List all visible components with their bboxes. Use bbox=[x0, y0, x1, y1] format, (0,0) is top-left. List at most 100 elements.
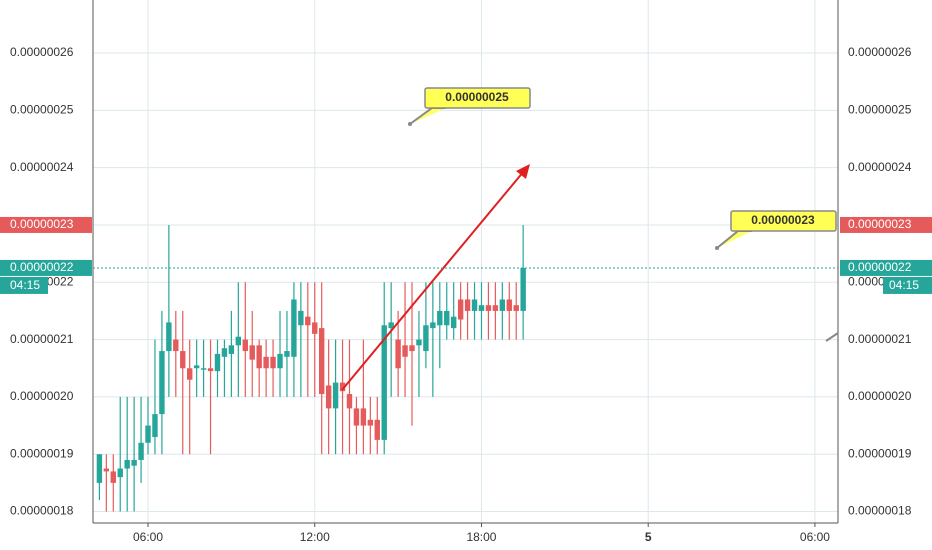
candle-body bbox=[360, 408, 367, 426]
candle-body bbox=[207, 368, 214, 372]
callout-anchor bbox=[408, 122, 412, 126]
y-tick-label: 0.00000026 bbox=[10, 45, 74, 59]
y2-tick-label: 0.00000021 bbox=[848, 332, 912, 346]
candle-body bbox=[437, 310, 443, 326]
candle-body bbox=[332, 382, 339, 409]
candle-body bbox=[124, 459, 130, 469]
candle-body bbox=[457, 299, 464, 320]
countdown-box bbox=[0, 276, 48, 294]
last-price-box bbox=[0, 259, 92, 276]
callout-anchor bbox=[715, 246, 719, 250]
candle-body bbox=[367, 419, 374, 426]
candle-body bbox=[464, 299, 471, 311]
candle-body bbox=[235, 336, 242, 346]
candle-body bbox=[200, 368, 207, 370]
candle-body bbox=[423, 325, 429, 352]
y2-tick-label: 0.00000018 bbox=[848, 504, 912, 518]
candle-body bbox=[325, 385, 332, 409]
candle-body bbox=[96, 454, 103, 483]
candle-body bbox=[110, 471, 116, 483]
y2-tick-label: 0.00000025 bbox=[848, 103, 912, 117]
candle-body bbox=[381, 325, 387, 440]
candles bbox=[96, 224, 526, 512]
candle-body bbox=[159, 351, 165, 415]
candle-body bbox=[485, 305, 492, 311]
candle-body bbox=[492, 305, 499, 311]
high-price-label: 0.00000023 bbox=[848, 217, 912, 231]
candle-body bbox=[221, 348, 228, 357]
candle-body bbox=[291, 299, 297, 357]
last-price-label: 0.00000022 bbox=[848, 260, 912, 274]
x-tick-label: 12:00 bbox=[300, 530, 330, 544]
candle-body bbox=[499, 299, 506, 311]
y2-tick-label: 0.00000026 bbox=[848, 45, 912, 59]
candle-body bbox=[117, 468, 123, 478]
callout: 0.00000025 bbox=[408, 87, 531, 126]
candle-body bbox=[249, 345, 255, 360]
trend-arrow bbox=[341, 164, 530, 391]
candle-body bbox=[270, 356, 276, 369]
candle-body bbox=[103, 468, 110, 472]
candle-body bbox=[152, 414, 158, 438]
y-tick-label: 0.00000024 bbox=[10, 160, 74, 174]
candle-body bbox=[193, 365, 200, 369]
y-tick-label: 0.00000025 bbox=[10, 103, 74, 117]
x-tick-label: 06:00 bbox=[800, 530, 830, 544]
y-tick-label: 0.00000020 bbox=[10, 389, 74, 403]
callout-text: 0.00000023 bbox=[751, 213, 815, 227]
candle-body bbox=[284, 351, 290, 357]
candle-body bbox=[256, 345, 262, 369]
candle-body bbox=[388, 322, 394, 329]
candle-body bbox=[346, 394, 353, 409]
high-price-label: 0.00000023 bbox=[10, 217, 74, 231]
candle-body bbox=[180, 351, 186, 369]
y-tick-label: 0.00000019 bbox=[10, 446, 74, 460]
high-price-box bbox=[840, 216, 932, 233]
candle-body bbox=[395, 339, 401, 369]
arrow-head bbox=[516, 164, 530, 179]
candle-body bbox=[416, 339, 422, 346]
last-price-box bbox=[840, 259, 932, 276]
candle-body bbox=[506, 299, 512, 311]
high-price-box bbox=[0, 216, 92, 233]
candle-body bbox=[263, 356, 269, 369]
candle-body bbox=[339, 382, 346, 392]
candle-body bbox=[145, 425, 151, 443]
candle-body bbox=[166, 322, 172, 352]
candle-body bbox=[131, 459, 137, 466]
y2-tick-label: 0.00000024 bbox=[848, 160, 912, 174]
candle-body bbox=[520, 267, 526, 311]
candle-body bbox=[430, 322, 436, 329]
candle-body bbox=[312, 322, 318, 334]
candle-body bbox=[305, 316, 311, 326]
candle-body bbox=[402, 345, 408, 357]
candle-body bbox=[353, 408, 360, 426]
candle-body bbox=[318, 328, 325, 395]
candle-body bbox=[242, 339, 248, 352]
y-tick-label: 0.00000021 bbox=[10, 332, 74, 346]
candle-body bbox=[450, 316, 457, 329]
x-tick-label: 5 bbox=[645, 530, 652, 544]
candle-body bbox=[277, 353, 283, 369]
countdown-label: 04:15 bbox=[889, 278, 919, 292]
y-tick-label: 0.00000018 bbox=[10, 504, 74, 518]
candle-body bbox=[173, 339, 179, 352]
candle-body bbox=[214, 353, 221, 372]
countdown-box bbox=[883, 276, 932, 294]
x-tick-label: 18:00 bbox=[466, 530, 496, 544]
callout-box bbox=[730, 210, 837, 232]
callout-box bbox=[424, 87, 531, 109]
callout-pointer bbox=[825, 332, 839, 342]
candle-body bbox=[444, 310, 450, 326]
candle-body bbox=[513, 305, 519, 311]
x-tick-label: 06:00 bbox=[133, 530, 163, 544]
candle-body bbox=[298, 310, 304, 326]
candle-body bbox=[228, 345, 235, 354]
countdown-label: 04:15 bbox=[10, 278, 40, 292]
candle-body bbox=[471, 299, 478, 311]
candle-body bbox=[409, 345, 415, 352]
callout: 0.00000023 bbox=[715, 210, 837, 250]
candle-body bbox=[374, 419, 380, 440]
y2-tick-label: 0.00000019 bbox=[848, 446, 912, 460]
